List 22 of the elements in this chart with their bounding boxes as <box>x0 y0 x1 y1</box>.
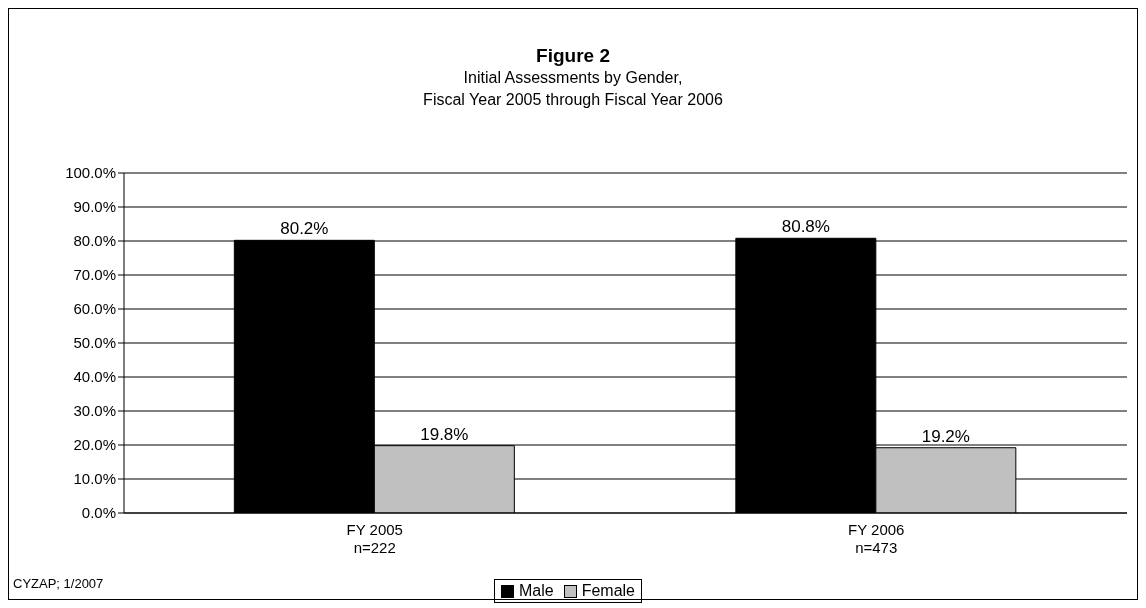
y-tick-label: 30.0% <box>73 402 116 420</box>
x-tick-label: FY 2006 n=473 <box>848 521 905 556</box>
legend-label: Male <box>517 582 554 600</box>
y-tick-label: 0.0% <box>81 504 116 522</box>
legend-label: Female <box>580 582 636 600</box>
y-tick-label: 20.0% <box>73 436 116 454</box>
data-label: 19.2% <box>921 426 970 446</box>
chart-title: Figure 2 <box>535 45 611 67</box>
y-tick-label: 80.0% <box>73 232 116 250</box>
x-tick-label: FY 2005 n=222 <box>346 521 403 556</box>
text: CYZAP; 1/2007 <box>13 576 104 591</box>
y-tick-label: 90.0% <box>73 198 116 216</box>
data-label: 19.8% <box>420 424 469 444</box>
data-label: 80.8% <box>781 217 830 237</box>
y-tick-label: 10.0% <box>73 470 116 488</box>
y-tick-label: 70.0% <box>73 266 116 284</box>
y-tick-label: 50.0% <box>73 334 116 352</box>
chart-subtitle: Initial Assessments by Gender, Fiscal Year 2005 through Fiscal Year 2006 <box>422 68 724 110</box>
y-tick-label: 60.0% <box>73 300 116 318</box>
data-label: 80.2% <box>280 219 329 239</box>
y-tick-label: 40.0% <box>73 368 116 386</box>
y-tick-label: 100.0% <box>65 164 116 182</box>
